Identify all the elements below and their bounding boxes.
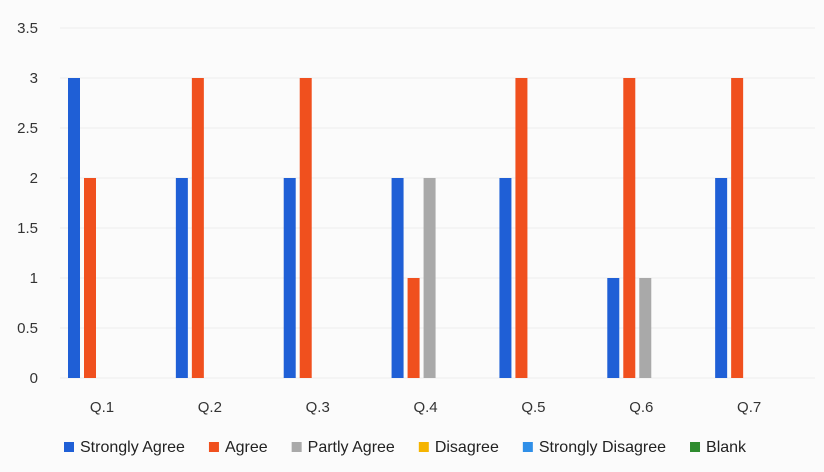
bars: [68, 78, 744, 378]
bar-strongly-agree-q7: [715, 178, 728, 378]
x-category-label: Q.5: [521, 399, 545, 416]
bar-agree-q6: [623, 78, 636, 378]
legend-label: Disagree: [435, 439, 499, 456]
bar-agree-q4: [407, 278, 420, 378]
legend-label: Strongly Agree: [80, 439, 185, 456]
x-category-label: Q.2: [198, 399, 222, 416]
bar-strongly-agree-q1: [68, 78, 80, 378]
x-axis-categories: Q.1 Q.2 Q.3 Q.4 Q.5 Q.6 Q.7: [90, 399, 761, 416]
y-tick-label: 0.5: [17, 320, 38, 337]
legend-label: Agree: [225, 439, 268, 456]
bar-partly-agree-q6: [639, 278, 652, 378]
y-tick-label: 2.5: [17, 120, 38, 137]
bar-strongly-agree-q4: [391, 178, 404, 378]
y-tick-label: 0: [30, 370, 38, 387]
bar-agree-q3: [299, 78, 312, 378]
legend-swatch: [291, 442, 302, 452]
bar-partly-agree-q4: [423, 178, 436, 378]
legend-swatch: [690, 442, 701, 452]
bar-agree-q7: [731, 78, 744, 378]
bar-strongly-agree-q6: [607, 278, 620, 378]
x-category-label: Q.4: [413, 399, 437, 416]
y-tick-label: 2: [30, 170, 38, 187]
bar-agree-q1: [84, 178, 96, 378]
x-category-label: Q.7: [737, 399, 761, 416]
legend-label: Partly Agree: [308, 439, 395, 456]
legend-label: Blank: [706, 439, 747, 456]
legend-swatch: [64, 442, 74, 452]
y-axis-ticks: 0 0.5 1 1.5 2 2.5 3 3.5: [17, 20, 38, 387]
y-tick-label: 3: [30, 70, 38, 87]
gridlines: [60, 27, 815, 379]
y-tick-label: 1: [30, 270, 38, 287]
bar-strongly-agree-q5: [499, 178, 512, 378]
legend-swatch: [418, 442, 429, 452]
legend-label: Strongly Disagree: [539, 439, 666, 456]
bar-agree-q5: [515, 78, 528, 378]
bar-strongly-agree-q3: [283, 178, 296, 378]
legend-swatch: [208, 442, 219, 452]
legend-swatch: [522, 442, 533, 452]
y-tick-label: 3.5: [17, 20, 38, 37]
x-category-label: Q.3: [306, 399, 330, 416]
bar-strongly-agree-q2: [175, 178, 188, 378]
legend: Strongly Agree Agree Partly Agree Disagree S…: [64, 439, 747, 456]
y-tick-label: 1.5: [17, 220, 38, 237]
x-category-label: Q.1: [90, 399, 114, 416]
bar-agree-q2: [191, 78, 204, 378]
x-category-label: Q.6: [629, 399, 653, 416]
